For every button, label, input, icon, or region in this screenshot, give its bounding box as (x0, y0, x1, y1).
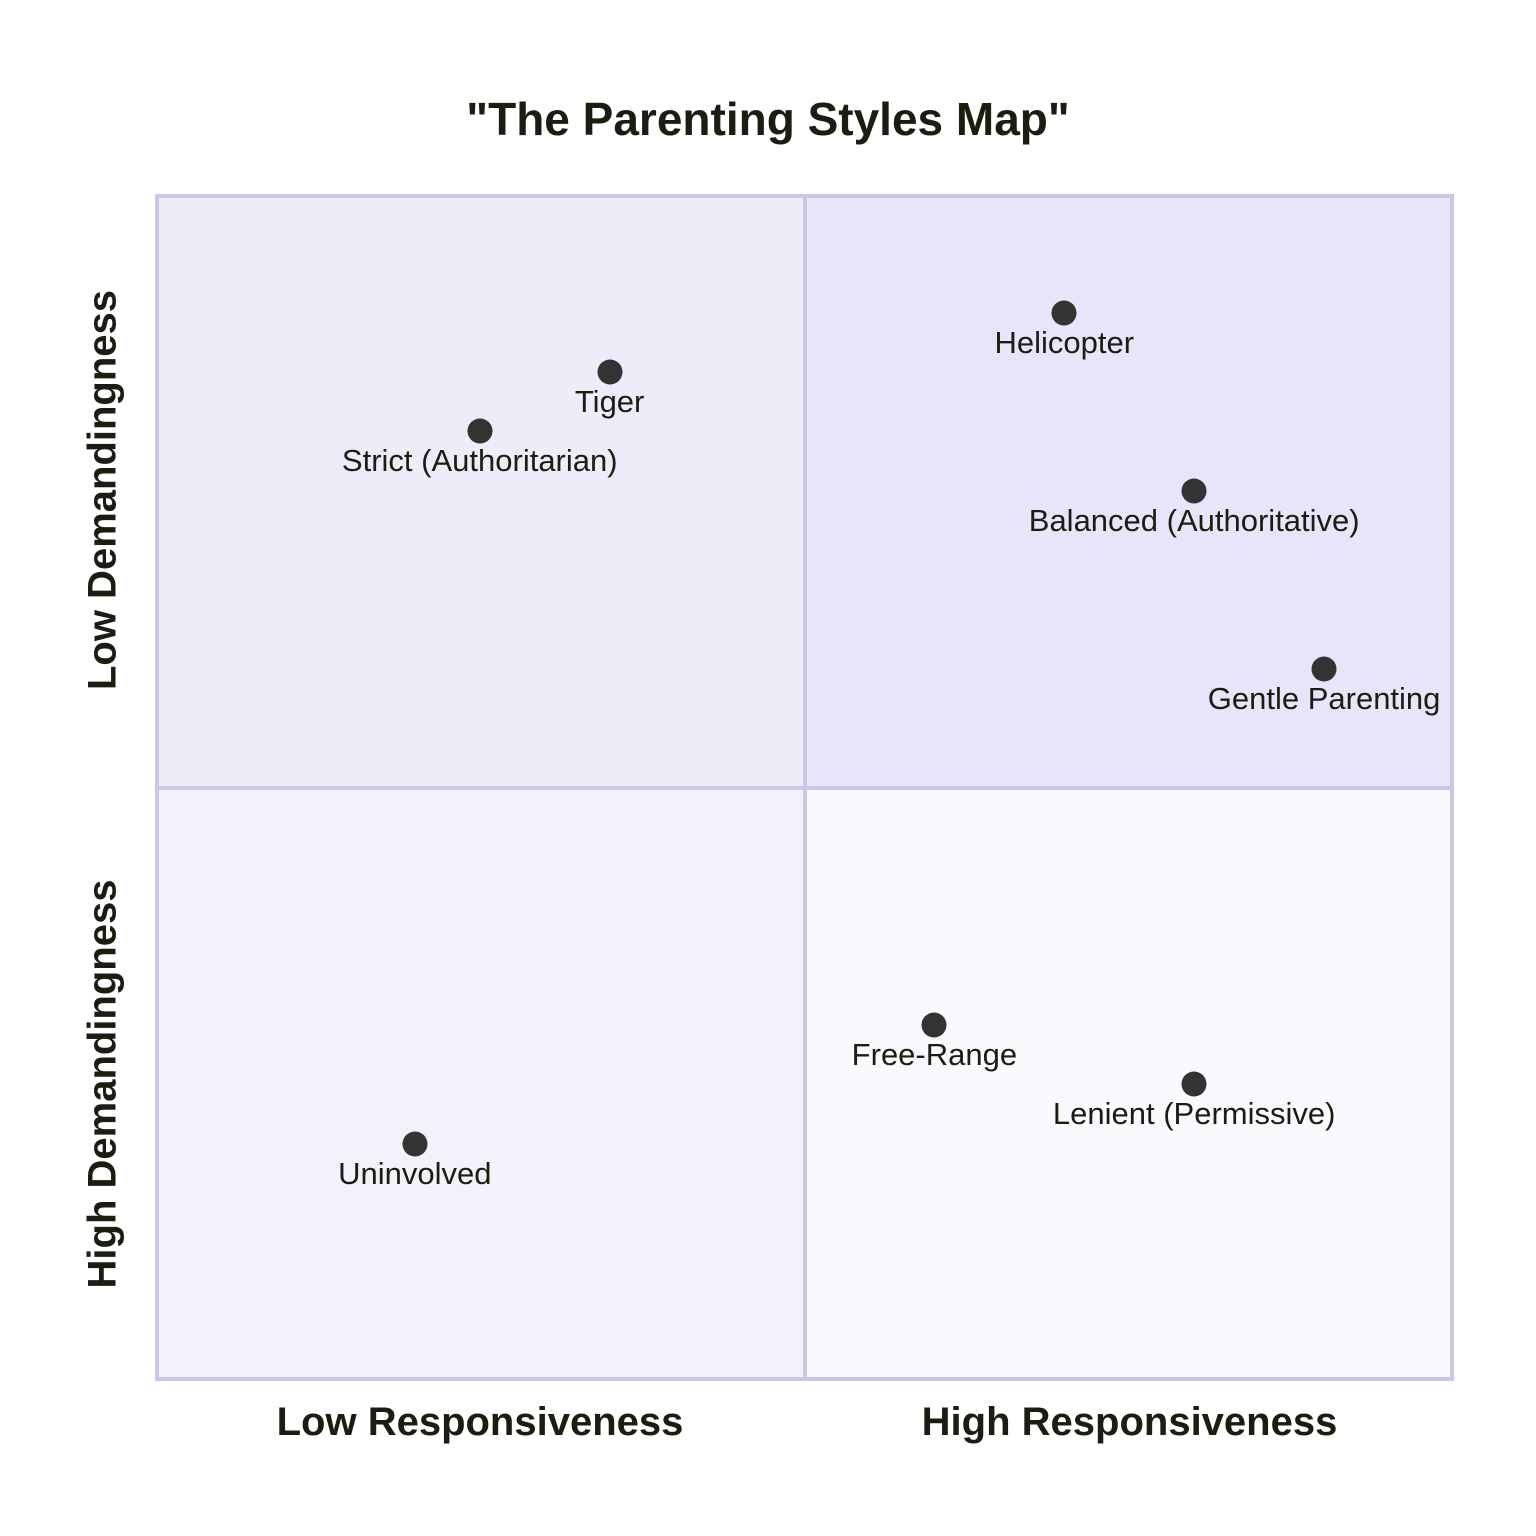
data-point-label-tiger: Tiger (574, 384, 645, 420)
data-point-label-helicopter: Helicopter (994, 324, 1135, 360)
data-point-label-strict-authoritarian: Strict (Authoritarian) (341, 443, 618, 479)
data-point-balanced-authoritative (1181, 478, 1207, 504)
data-point-label-lenient-permissive: Lenient (Permissive) (1052, 1096, 1336, 1132)
quadrant-top-left (155, 194, 805, 788)
quadrant-bottom-left (155, 787, 805, 1381)
data-point-strict-authoritarian (467, 418, 493, 444)
data-point-label-free-range: Free-Range (851, 1036, 1018, 1072)
x-axis-label-low: Low Responsiveness (276, 1400, 684, 1444)
chart-title: "The Parenting Styles Map" (466, 93, 1070, 145)
points-layer: Strict (Authoritarian) Tiger Helicopter Bal… (155, 194, 1454, 1381)
data-point-gentle-parenting (1311, 656, 1337, 682)
data-point-label-balanced-authoritative: Balanced (Authoritative) (1028, 502, 1360, 538)
y-axis-label-bottom: High Demandingness (80, 879, 125, 1289)
quadrant-top-right (804, 194, 1454, 788)
quadrant-plot-area: Strict (Authoritarian) Tiger Helicopter Bal… (155, 194, 1454, 1381)
x-axis-label-high: High Responsiveness (921, 1400, 1338, 1444)
data-point-label-gentle-parenting: Gentle Parenting (1207, 680, 1441, 716)
quadrant-divider-horizontal (155, 785, 1454, 790)
data-point-helicopter (1051, 300, 1077, 326)
data-point-lenient-permissive (1181, 1071, 1207, 1097)
quadrant-bottom-right (804, 787, 1454, 1381)
data-point-label-uninvolved: Uninvolved (338, 1155, 492, 1191)
data-point-uninvolved (402, 1131, 428, 1157)
data-point-tiger (597, 359, 623, 385)
y-axis-label-top: Low Demandingness (80, 289, 125, 691)
data-point-free-range (921, 1012, 947, 1038)
